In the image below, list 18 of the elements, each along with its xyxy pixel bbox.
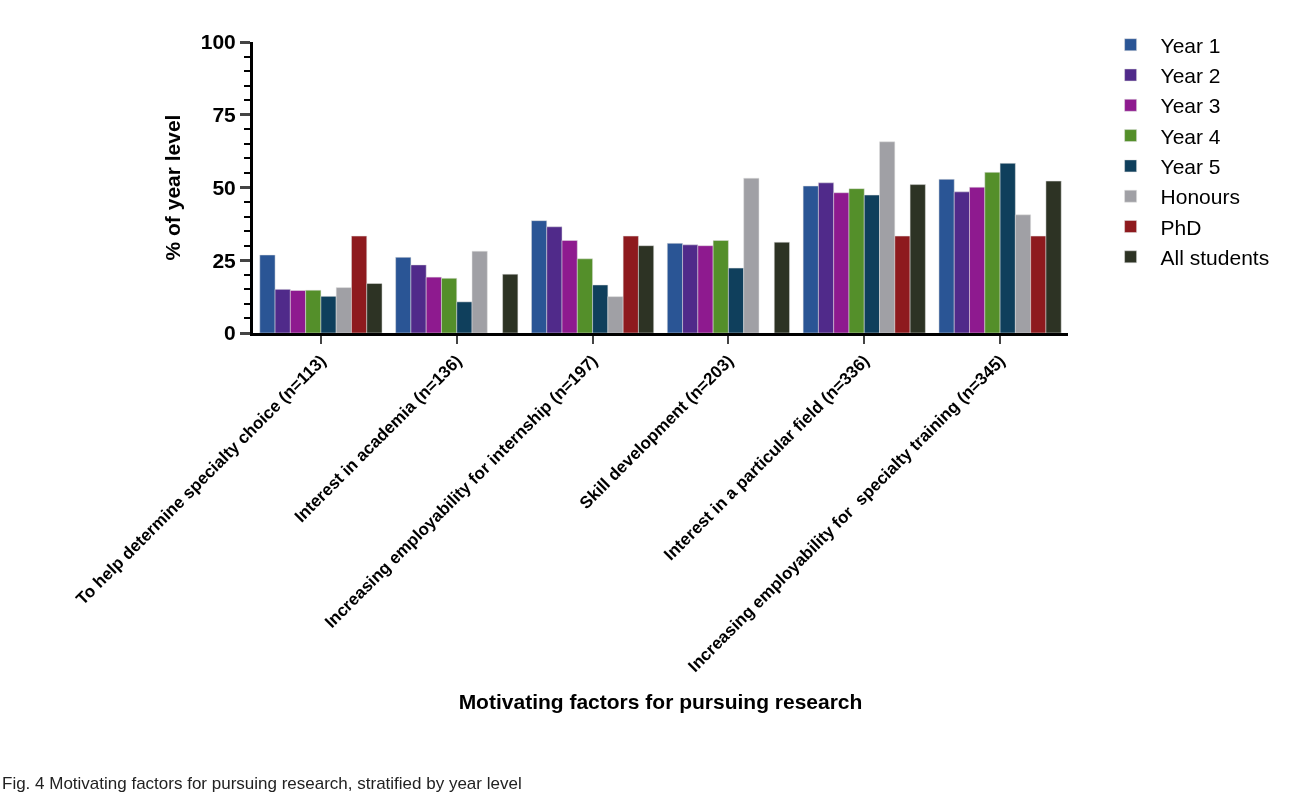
legend-label: Year 3 [1160, 94, 1221, 118]
legend-label: PhD [1160, 215, 1202, 239]
legend-label: Year 4 [1160, 124, 1221, 148]
legend-label: Year 1 [1160, 33, 1221, 57]
y-tick-label: 100 [200, 30, 236, 54]
caption: Fig. 4 Motivating factors for pursuing research, stratified by year level [2, 774, 522, 793]
y-tick-label: 50 [212, 175, 236, 199]
y-tick-label: 0 [224, 321, 236, 345]
bar [774, 241, 790, 333]
legend-label: Year 2 [1160, 64, 1221, 88]
legend-label: All students [1160, 245, 1270, 269]
legend-label: Honours [1160, 185, 1240, 209]
y-tick-label: 75 [212, 103, 237, 127]
y-axis-title: % of year level [160, 114, 184, 261]
legend-label: Year 5 [1160, 155, 1221, 179]
bar [502, 273, 519, 333]
x-axis-title: Motivating factors for pursuing research [458, 689, 863, 713]
y-tick-label: 25 [212, 248, 237, 272]
